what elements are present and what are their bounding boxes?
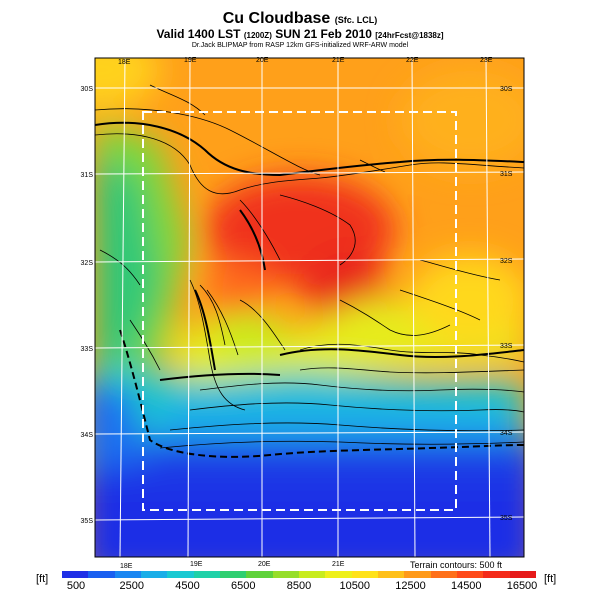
legend-label: 4500	[175, 580, 200, 592]
lon-labels-bottom: 18E 19E 20E 21E	[120, 561, 345, 570]
lat-label: 33S	[81, 346, 94, 353]
lat-label: 32S	[81, 260, 94, 267]
lat-lon-grid	[95, 58, 524, 557]
valid-code: (1200Z)	[243, 31, 272, 40]
legend-swatch	[114, 571, 141, 578]
legend-swatch	[246, 571, 273, 578]
lon-label: 18E	[120, 563, 133, 570]
lat-label: 35S	[500, 515, 513, 522]
legend-swatch	[404, 571, 431, 578]
lat-labels-right: 30S 31S 32S 33S 34S 35S	[500, 86, 513, 522]
lon-label: 20E	[258, 561, 271, 568]
coastline	[119, 329, 524, 458]
lon-label: 18E	[118, 59, 131, 66]
lon-label: 20E	[256, 57, 269, 64]
legend-label: 14500	[450, 580, 482, 592]
map-title: Cu Cloudbase (Sfc. LCL)	[0, 10, 600, 28]
map-frame	[94, 57, 525, 558]
legend-swatch	[298, 571, 326, 578]
legend-swatch	[140, 571, 168, 578]
lat-label: 30S	[500, 86, 513, 93]
legend-swatch	[325, 571, 352, 578]
lat-label: 35S	[81, 518, 94, 525]
title-suffix: (Sfc. LCL)	[334, 15, 378, 25]
lon-labels-top: 18E 19E 20E 21E 22E 23E	[118, 57, 493, 66]
legend-label: 12500	[395, 580, 426, 592]
map-raster	[95, 58, 524, 557]
legend-label: 10500	[339, 580, 371, 592]
lon-label: 19E	[184, 57, 197, 64]
legend-swatch	[351, 571, 378, 578]
lon-label: 21E	[332, 561, 345, 568]
title-main: Cu Cloudbase	[222, 10, 331, 27]
run-info: [24hrFcst@1838z]	[375, 31, 444, 40]
legend-swatch	[272, 571, 299, 578]
lon-label: 19E	[190, 561, 203, 568]
legend-label: 8500	[286, 580, 312, 592]
legend-label: 16500	[506, 580, 538, 592]
terrain-contour-note: Terrain contours: 500 ft	[409, 560, 502, 570]
legend-swatch	[167, 571, 194, 578]
lon-label: 22E	[406, 57, 419, 64]
inner-domain-box	[142, 111, 457, 511]
legend-label: 6500	[231, 580, 256, 592]
legend-swatch	[219, 571, 247, 578]
legend-unit-left: [ft]	[36, 573, 49, 585]
lat-labels-left: 30S 31S 32S 33S 34S 35S	[81, 86, 94, 525]
lat-label: 31S	[500, 171, 513, 178]
valid-date: SUN 21 Feb 2010	[275, 27, 372, 41]
legend-labels: 500 2500 4500 6500 8500 10500 12500 14500 16500	[62, 580, 538, 594]
lon-label: 21E	[332, 57, 345, 64]
valid-time: Valid 1400 LST (1200Z) SUN 21 Feb 2010 […	[0, 27, 600, 41]
legend-swatch	[509, 571, 536, 578]
lat-label: 31S	[81, 172, 94, 179]
valid-label: Valid 1400 LST	[156, 27, 241, 41]
lat-label: 30S	[81, 86, 94, 93]
lat-label: 33S	[500, 343, 513, 350]
lon-label: 23E	[480, 57, 493, 64]
legend-swatch	[483, 571, 510, 578]
model-subtitle: Dr.Jack BLIPMAP from RASP 12km GFS-initi…	[191, 42, 409, 49]
legend-unit-right: [ft]	[544, 573, 557, 585]
terrain-contours	[95, 84, 524, 449]
legend-swatch	[377, 571, 405, 578]
lat-label: 32S	[500, 258, 513, 265]
legend-swatch	[193, 571, 220, 578]
legend-label: 2500	[119, 580, 144, 592]
lat-label: 34S	[81, 432, 94, 439]
legend-swatch	[62, 571, 89, 578]
legend-swatch	[430, 571, 457, 578]
color-legend-bar	[62, 571, 536, 578]
lat-label: 34S	[500, 430, 513, 437]
legend-label: 500	[66, 580, 86, 592]
legend-swatch	[456, 571, 484, 578]
legend-swatch	[88, 571, 115, 578]
thick-contours	[95, 121, 524, 381]
